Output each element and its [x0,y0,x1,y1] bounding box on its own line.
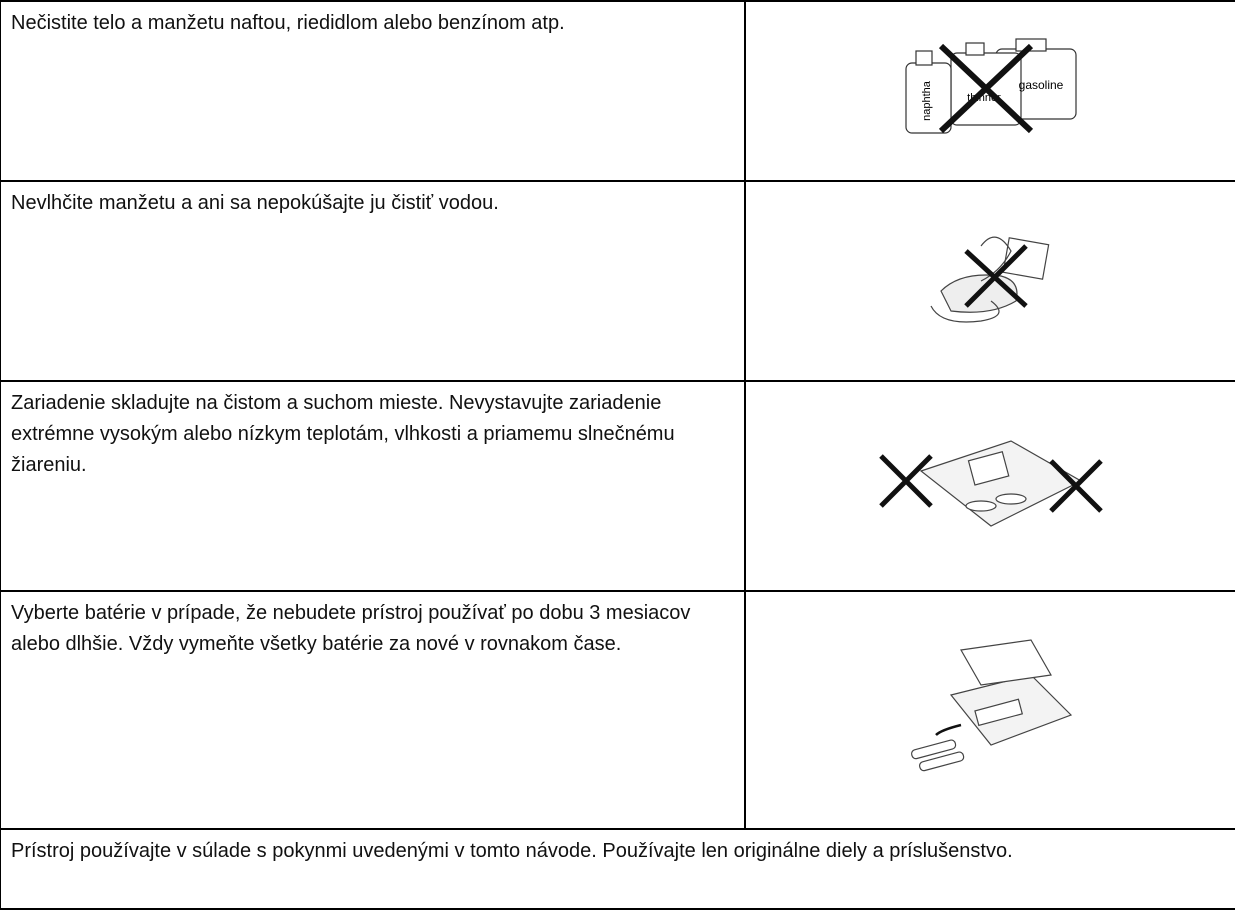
label: gasoline [1018,78,1063,92]
row: Prístroj používajte v súlade s pokynmi u… [0,828,1235,910]
solvents-illustration: naphtha thinner gasoline [904,38,1077,134]
image-cell [744,380,1235,592]
footer-text: Prístroj používajte v súlade s pokynmi u… [0,828,1235,910]
row-text: Nevlhčite manžetu a ani sa nepokúšajte j… [0,180,746,382]
image-cell [744,180,1235,382]
storage-illustration [878,440,1103,527]
row: Zariadenie skladujte na čistom a suchom … [0,380,1235,592]
row-text: Nečistite telo a manžetu naftou, riedidl… [0,0,746,182]
row-text: Zariadenie skladujte na čistom a suchom … [0,380,746,592]
row: Vyberte batérie v prípade, že nebudete p… [0,590,1235,830]
row: Nečistite telo a manžetu naftou, riedidl… [0,0,1235,182]
row: Nevlhčite manžetu a ani sa nepokúšajte j… [0,180,1235,382]
image-cell [744,590,1235,830]
row-text: Vyberte batérie v prípade, že nebudete p… [0,590,746,830]
battery-illustration [910,639,1072,772]
label: naphtha [921,80,933,121]
cuff-illustration [929,236,1049,323]
image-cell: naphtha thinner gasoline [744,0,1235,182]
